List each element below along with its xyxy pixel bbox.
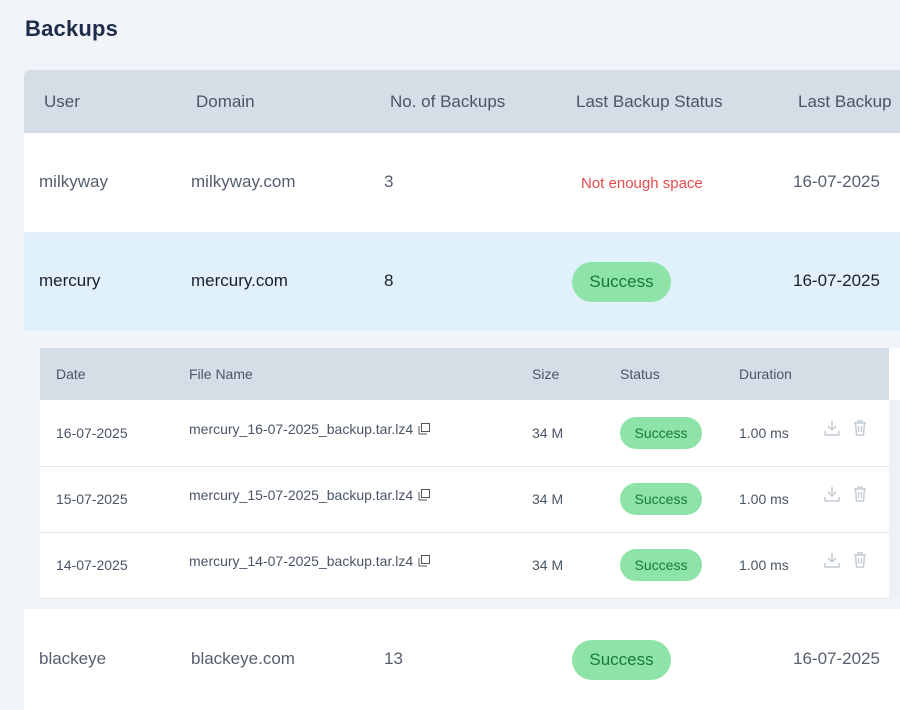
backups-count-cell: 3 [384,172,393,192]
status-badge: Success [620,549,702,581]
copy-icon[interactable] [418,555,430,567]
file-size: 34 M [532,557,563,573]
backup-details-panel: Date File Name Size Status Duration 16-0… [24,331,900,609]
column-header-backups-count[interactable]: No. of Backups [390,92,505,112]
backups-table: User Domain No. of Backups Last Backup S… [24,70,900,710]
file-date: 14-07-2025 [56,557,128,573]
status-error-text: Not enough space [581,175,703,192]
page-title: Backups [25,16,118,42]
last-backup-cell: 16-07-2025 [793,649,880,669]
file-row: 16-07-2025 mercury_16-07-2025_backup.tar… [40,400,889,467]
file-duration: 1.00 ms [739,425,789,441]
scrollbar[interactable] [889,400,900,598]
trash-icon[interactable] [851,485,869,503]
domain-cell: blackeye.com [191,649,295,669]
column-header-domain[interactable]: Domain [196,92,255,112]
file-name: mercury_16-07-2025_backup.tar.lz4 [189,421,430,437]
domain-cell: mercury.com [191,271,288,291]
backup-files-table: Date File Name Size Status Duration 16-0… [40,348,900,598]
column-header-duration: Duration [739,366,792,382]
status-badge: Success [572,640,671,680]
file-date: 15-07-2025 [56,491,128,507]
last-backup-cell: 16-07-2025 [793,172,880,192]
file-duration: 1.00 ms [739,491,789,507]
copy-icon[interactable] [418,423,430,435]
file-date: 16-07-2025 [56,425,128,441]
last-backup-cell: 16-07-2025 [793,271,880,291]
file-name: mercury_15-07-2025_backup.tar.lz4 [189,487,430,503]
file-size: 34 M [532,491,563,507]
files-table-header: Date File Name Size Status Duration [40,348,889,400]
column-header-file-name: File Name [189,366,253,382]
user-cell: blackeye [39,649,106,669]
table-header: User Domain No. of Backups Last Backup S… [24,70,900,133]
status-badge: Success [620,483,702,515]
user-cell: milkyway [39,172,108,192]
backups-count-cell: 8 [384,271,393,291]
table-row[interactable]: milkyway milkyway.com 3 Not enough space… [24,134,900,233]
file-duration: 1.00 ms [739,557,789,573]
table-row[interactable]: blackeye blackeye.com 13 Success 16-07-2… [24,611,900,709]
status-badge: Success [620,417,702,449]
file-name: mercury_14-07-2025_backup.tar.lz4 [189,553,430,569]
file-size: 34 M [532,425,563,441]
status-badge: Success [572,262,671,302]
column-header-last-status[interactable]: Last Backup Status [576,92,722,112]
column-header-last-backup[interactable]: Last Backup [798,92,892,112]
file-row: 14-07-2025 mercury_14-07-2025_backup.tar… [40,532,889,599]
trash-icon[interactable] [851,419,869,437]
column-header-status: Status [620,366,660,382]
copy-icon[interactable] [418,489,430,501]
user-cell: mercury [39,271,100,291]
download-icon[interactable] [823,551,841,569]
domain-cell: milkyway.com [191,172,296,192]
download-icon[interactable] [823,485,841,503]
column-header-date: Date [56,366,86,382]
download-icon[interactable] [823,419,841,437]
file-row: 15-07-2025 mercury_15-07-2025_backup.tar… [40,466,889,533]
column-header-user[interactable]: User [44,92,80,112]
trash-icon[interactable] [851,551,869,569]
table-row-expanded[interactable]: mercury mercury.com 8 Success 16-07-2025 [24,233,900,331]
column-header-size: Size [532,366,559,382]
backups-count-cell: 13 [384,649,403,669]
